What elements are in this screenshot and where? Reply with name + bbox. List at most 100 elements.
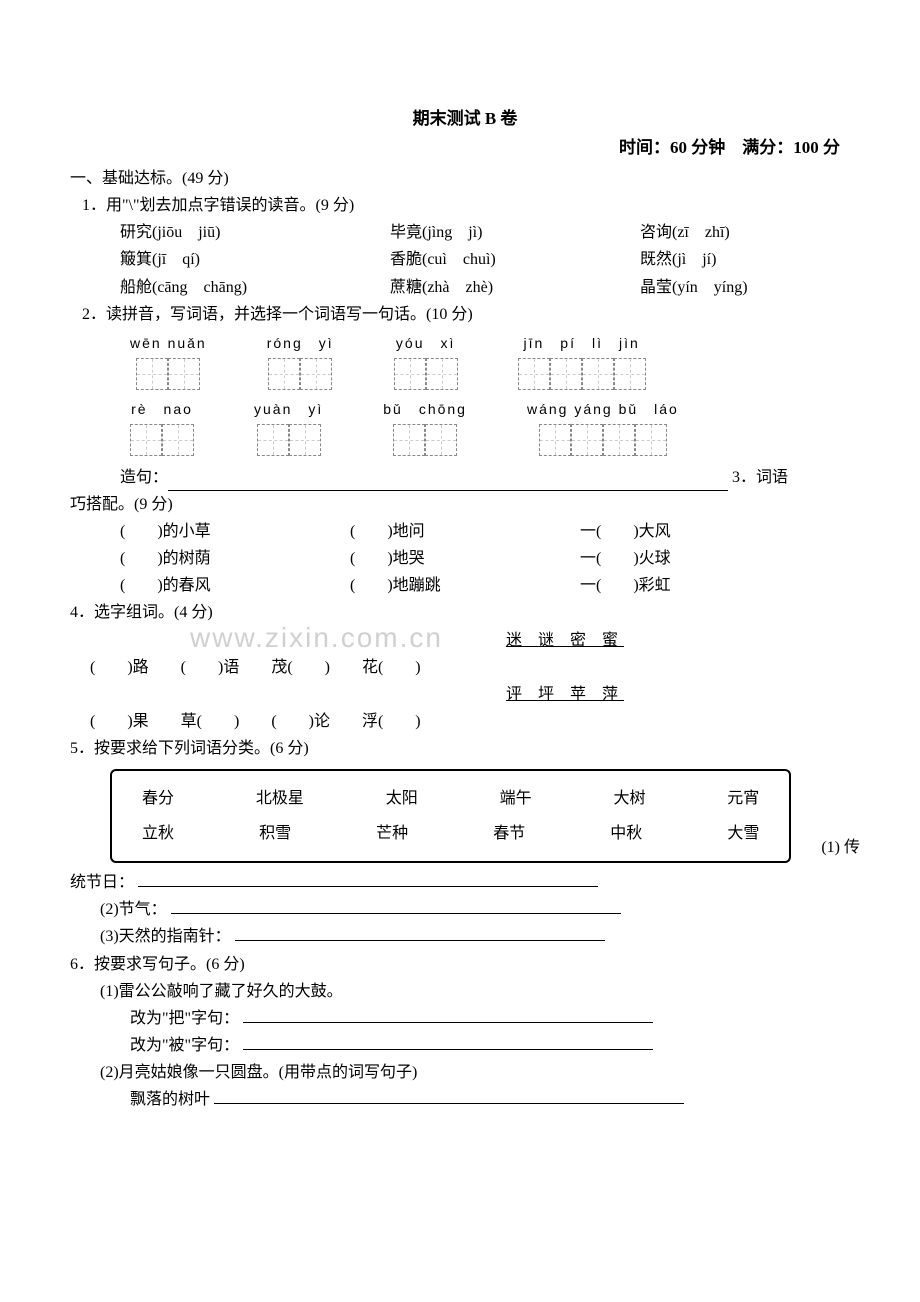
q2-row-2: rè nao yuàn yì bǔ chōng wáng yáng bǔ láo [130,398,860,456]
answer-line[interactable] [235,940,605,941]
q2-prompt: 2．读拼音，写词语，并选择一个词语写一句话。(10 分) [82,301,860,328]
q6-prompt: 6．按要求写句子。(6 分) [70,951,860,978]
word-bank-item: 元宵 [727,785,759,812]
q6-s1a-label: 改为"把"字句： [130,1010,239,1027]
q1-item: 既然(jì jí) [640,246,716,273]
char-box[interactable] [130,424,162,456]
q6-s1a: 改为"把"字句： [130,1005,860,1032]
char-box[interactable] [425,424,457,456]
char-boxes [539,424,667,456]
q3-item: 一( )火球 [580,545,810,572]
q4-char-group-2: 评 坪 苹 萍 [270,681,860,708]
q3-row: ( )的小草 ( )地问 一( )大风 [120,518,860,545]
q3-prompt: 巧搭配。(9 分) [70,491,860,518]
char-box[interactable] [635,424,667,456]
q2-row-1: wēn nuǎn róng yì yóu xì jīn pí lì jìn [130,332,860,390]
char-box[interactable] [257,424,289,456]
char-boxes [268,358,332,390]
q1-item: 咨询(zī zhī) [640,219,730,246]
char-box[interactable] [571,424,603,456]
q1-prompt: 1．用"\"划去加点字错误的读音。(9 分) [82,192,860,219]
char-boxes [130,424,194,456]
q2-sentence-row: 造句： 3．词语 [120,464,860,491]
pinyin-word-group: rè nao [130,398,194,456]
q6-s1b-label: 改为"被"字句： [130,1037,239,1054]
char-box[interactable] [603,424,635,456]
q4-combo-2: ( )果 草( ) ( )论 浮( ) [90,708,860,735]
q4-combo-1: ( )路 ( )语 茂( ) 花( ) [90,654,860,681]
pinyin-label: wēn nuǎn [130,332,207,356]
word-bank-item: 春分 [142,785,174,812]
q5-word-bank: 春分北极星太阳端午大树元宵 立秋积雪芒种春节中秋大雪 [110,769,791,863]
char-box[interactable] [394,358,426,390]
word-bank-item: 北极星 [256,785,304,812]
q5-a2-label: (2)节气： [100,901,167,918]
q3-trailing: 3．词语 [732,464,788,491]
word-bank-item: 中秋 [610,820,642,847]
q5-trailing: (1) 传 [821,834,860,861]
sentence-label: 造句： [120,464,168,491]
q4-prompt: 4．选字组词。(4 分) [70,599,860,626]
q5-a1-label: 统节日： [70,874,134,891]
q6-s2a: 飘落的树叶 [130,1086,860,1113]
word-bank-item: 芒种 [376,820,408,847]
char-box[interactable] [614,358,646,390]
char-box[interactable] [582,358,614,390]
q3-row: ( )的树荫 ( )地哭 一( )火球 [120,545,860,572]
char-box[interactable] [518,358,550,390]
pinyin-word-group: jīn pí lì jìn [518,332,646,390]
pinyin-label: yuàn yì [254,398,323,422]
char-box[interactable] [168,358,200,390]
pinyin-label: rè nao [131,398,193,422]
time-score-info: 时间：60 分钟 满分：100 分 [70,134,860,163]
q1-item: 蔗糖(zhà zhè) [390,274,590,301]
pinyin-word-group: wēn nuǎn [130,332,207,390]
pinyin-label: róng yì [267,332,334,356]
answer-line[interactable] [138,886,598,887]
pinyin-label: yóu xì [396,332,455,356]
answer-line[interactable] [171,913,621,914]
answer-line[interactable] [243,1022,653,1023]
char-box[interactable] [539,424,571,456]
char-box[interactable] [300,358,332,390]
q4-char-group-1: 迷 谜 密 蜜 [270,627,860,654]
word-bank-item: 大雪 [727,820,759,847]
pinyin-word-group: yóu xì [394,332,458,390]
answer-line[interactable] [168,490,728,491]
pinyin-word-group: bǔ chōng [383,398,467,456]
char-box[interactable] [550,358,582,390]
q3-item: 一( )大风 [580,518,810,545]
char-boxes [394,358,458,390]
q3-item: ( )地问 [350,518,580,545]
char-box[interactable] [162,424,194,456]
word-bank-item: 太阳 [386,785,418,812]
q3-item: ( )地蹦跳 [350,572,580,599]
q6-s2: (2)月亮姑娘像一只圆盘。(用带点的词写句子) [100,1059,860,1086]
q5-a3-label: (3)天然的指南针： [100,928,231,945]
q3-item: ( )的树荫 [120,545,350,572]
q5-prompt: 5．按要求给下列词语分类。(6 分) [70,735,860,762]
q6-s2a-label: 飘落的树叶 [130,1091,210,1108]
char-box[interactable] [426,358,458,390]
char-box[interactable] [268,358,300,390]
q1-item: 香脆(cuì chuì) [390,246,590,273]
pinyin-label: jīn pí lì jìn [524,332,640,356]
char-box[interactable] [136,358,168,390]
pinyin-word-group: wáng yáng bǔ láo [527,398,679,456]
section-1-heading: 一、基础达标。(49 分) [70,165,860,192]
q3-item: ( )的小草 [120,518,350,545]
q1-item: 毕竟(jìng jì) [390,219,590,246]
q1-item: 研究(jiōu jiū) [120,219,340,246]
q1-row-1: 研究(jiōu jiū) 毕竟(jìng jì) 咨询(zī zhī) [120,219,860,246]
char-box[interactable] [289,424,321,456]
answer-line[interactable] [214,1103,684,1104]
char-box[interactable] [393,424,425,456]
q1-row-3: 船舱(cāng chāng) 蔗糖(zhà zhè) 晶莹(yín yíng) [120,274,860,301]
char-boxes [518,358,646,390]
q3-row: ( )的春风 ( )地蹦跳 一( )彩虹 [120,572,860,599]
word-bank-item: 大树 [613,785,645,812]
page-title: 期末测试 B 卷 [70,105,860,134]
answer-line[interactable] [243,1049,653,1050]
pinyin-word-group: róng yì [267,332,334,390]
word-bank-item: 春节 [493,820,525,847]
